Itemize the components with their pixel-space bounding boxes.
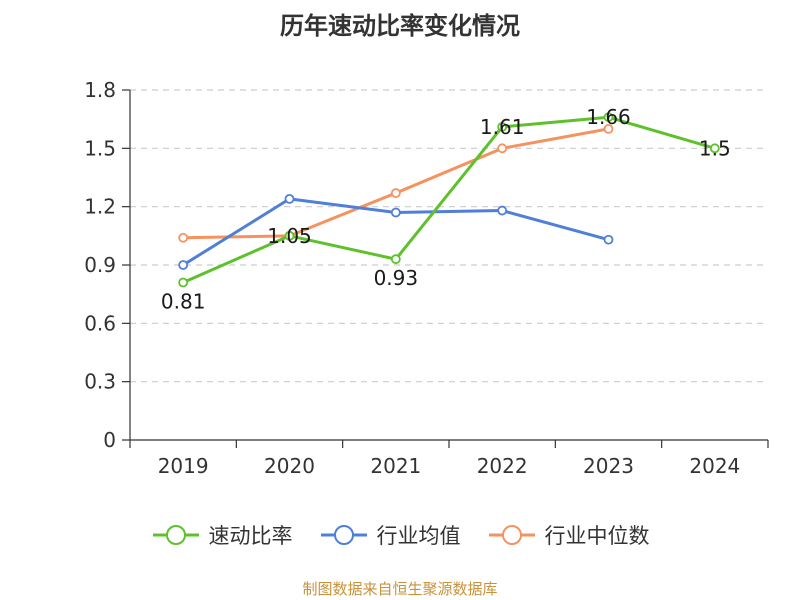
x-tick-label: 2023 — [583, 454, 634, 478]
data-point[interactable] — [178, 260, 189, 270]
data-label: 1.66 — [586, 105, 631, 129]
data-labels: 0.81 1.05 0.93 1.61 1.66 1.5 — [161, 105, 731, 313]
data-point[interactable] — [390, 188, 401, 198]
x-tick-label: 2024 — [689, 454, 740, 478]
data-point[interactable] — [178, 232, 189, 243]
data-point[interactable] — [497, 122, 508, 132]
data-point[interactable] — [709, 143, 720, 154]
y-tick-label: 0.6 — [84, 311, 116, 335]
x-tick-label: 2019 — [158, 454, 209, 478]
data-point[interactable] — [603, 234, 614, 245]
data-point[interactable] — [284, 193, 295, 204]
data-point[interactable] — [497, 143, 508, 154]
legend-item-2[interactable]: 行业中位数 — [487, 520, 650, 550]
y-tick-label: 0.9 — [84, 253, 116, 277]
data-point[interactable] — [497, 205, 508, 216]
data-label: 0.93 — [374, 266, 419, 290]
y-tick-label: 0 — [103, 428, 116, 452]
data-point[interactable] — [284, 230, 295, 241]
legend-label: 行业均值 — [376, 524, 461, 548]
axes: 0 0.3 0.6 0.9 1.2 1.5 1.8 2019 2020 2021 2022 2023 2… — [84, 78, 769, 478]
legend-item-1[interactable]: 行业均值 — [319, 520, 461, 550]
data-point[interactable] — [390, 207, 401, 218]
data-label: 1.61 — [480, 115, 525, 139]
data-point[interactable] — [390, 254, 401, 265]
x-tick-label: 2022 — [477, 454, 528, 478]
y-tick-label: 1.2 — [84, 195, 116, 219]
y-tick-label: 1.8 — [84, 78, 116, 102]
legend-marker-icon — [152, 525, 199, 545]
data-point[interactable] — [603, 112, 614, 123]
x-tick-label: 2020 — [264, 454, 315, 478]
data-point[interactable] — [603, 123, 614, 134]
y-tick-label: 0.3 — [84, 370, 116, 394]
chart-title: 历年速动比率变化情况 — [280, 12, 520, 40]
data-label: 0.81 — [161, 290, 206, 314]
y-tick-label: 1.5 — [84, 136, 116, 160]
legend-marker-icon — [320, 525, 367, 545]
source-note: 制图数据来自恒生聚源数据库 — [302, 580, 498, 598]
legend-label: 速动比率 — [208, 524, 293, 548]
legend-label: 行业中位数 — [544, 524, 650, 548]
series-line-0 — [182, 115, 716, 284]
legend-marker-icon — [488, 525, 535, 545]
legend-item-0[interactable]: 速动比率 — [151, 520, 293, 550]
data-label: 1.5 — [699, 136, 731, 160]
data-label: 1.05 — [267, 224, 312, 248]
grid-lines — [130, 89, 768, 383]
x-tick-label: 2021 — [370, 454, 421, 478]
series-lines — [178, 112, 720, 288]
legend: 速动比率 行业均值 行业中位数 — [0, 520, 800, 550]
data-point[interactable] — [178, 277, 189, 288]
